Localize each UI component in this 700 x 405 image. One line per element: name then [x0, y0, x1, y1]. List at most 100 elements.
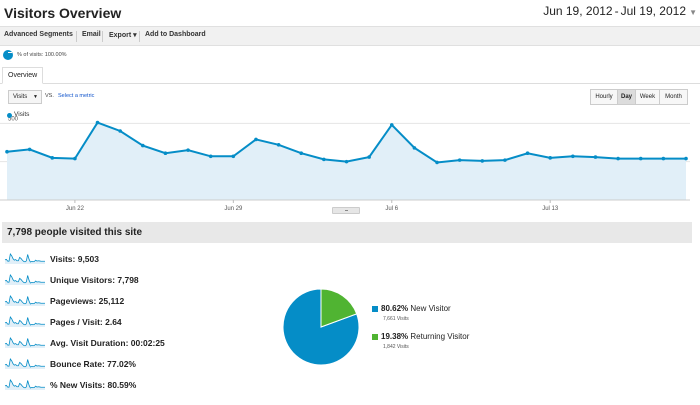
data-point[interactable] — [389, 123, 394, 127]
data-point[interactable] — [118, 129, 122, 133]
metric-label: Pages / Visit: 2.64 — [50, 317, 122, 327]
x-tick-label: Jul 13 — [542, 206, 559, 212]
data-point[interactable] — [684, 156, 688, 161]
metric-select-value: Visits — [13, 94, 28, 100]
day-button[interactable]: Day — [617, 89, 636, 105]
data-point[interactable] — [5, 149, 9, 154]
data-point[interactable] — [638, 156, 643, 161]
data-point[interactable] — [50, 156, 55, 160]
metric-label: Bounce Rate: 77.02% — [50, 359, 136, 369]
hourly-button[interactable]: Hourly — [590, 89, 618, 105]
pie-chart[interactable] — [282, 288, 360, 366]
sparkline[interactable] — [4, 378, 46, 390]
sparkline[interactable] — [4, 273, 46, 285]
advanced-segments-button[interactable]: Advanced Segments — [4, 31, 73, 38]
pie-slice[interactable] — [320, 288, 358, 328]
export-label: Export — [109, 32, 132, 39]
sparkline-fill — [5, 317, 45, 327]
data-point[interactable] — [73, 156, 77, 161]
chart-controls: Visits ▼ VS. Select a metric Hourly Day … — [0, 88, 700, 108]
sparkline[interactable] — [4, 252, 46, 264]
data-point[interactable] — [503, 158, 507, 162]
data-point[interactable] — [661, 156, 666, 161]
area-fill — [7, 122, 686, 200]
export-button[interactable]: Export ▾ — [109, 31, 137, 39]
sparkline-fill — [5, 338, 45, 348]
metric-select[interactable]: Visits ▼ — [8, 90, 42, 104]
data-point[interactable] — [141, 143, 145, 148]
x-tick-label: Jun 22 — [66, 206, 85, 212]
metric-label: Avg. Visit Duration: 00:02:25 — [50, 338, 165, 348]
chart-scroll-handle[interactable] — [332, 207, 360, 214]
toolbar-divider — [102, 31, 103, 42]
summary-headline: 7,798 people visited this site — [7, 227, 143, 238]
pie-legend-pct: 80.62% — [381, 304, 409, 313]
sparkline-fill — [5, 359, 45, 369]
tab-overview[interactable]: Overview — [2, 67, 44, 84]
sparkline[interactable] — [4, 357, 46, 369]
segment-label: % of visits: 100.00% — [17, 52, 67, 58]
date-end: Jul 19, 2012 — [620, 4, 686, 18]
week-button[interactable]: Week — [635, 89, 660, 105]
data-point[interactable] — [548, 156, 552, 160]
date-range-picker[interactable]: Jun 19, 2012- Jul 19, 2012 — [543, 4, 686, 18]
data-point[interactable] — [571, 154, 575, 159]
data-point[interactable] — [186, 148, 190, 152]
data-point[interactable] — [367, 155, 371, 159]
data-point[interactable] — [322, 157, 326, 162]
data-point[interactable] — [616, 156, 620, 161]
data-point[interactable] — [27, 147, 32, 152]
data-point[interactable] — [208, 154, 213, 159]
data-point[interactable] — [231, 154, 236, 159]
metric-row: % New Visits: 80.59% — [4, 378, 234, 392]
metric-label: Visits: 9,503 — [50, 254, 99, 264]
report-toolbar: Advanced Segments Email Export ▾ Add to … — [0, 26, 700, 46]
data-point[interactable] — [593, 155, 598, 159]
data-point[interactable] — [435, 160, 439, 165]
select-metric-link[interactable]: Select a metric — [58, 93, 95, 99]
data-point[interactable] — [276, 143, 281, 147]
legend-swatch — [372, 334, 378, 340]
data-point[interactable] — [95, 120, 100, 125]
sparkline[interactable] — [4, 315, 46, 327]
chevron-down-icon[interactable]: ▼ — [689, 8, 697, 17]
data-point[interactable] — [299, 151, 304, 156]
summary-bar: 7,798 people visited this site — [2, 222, 692, 243]
date-separator: - — [614, 4, 619, 18]
pie-legend-pct: 19.38% — [381, 332, 409, 341]
data-point[interactable] — [457, 158, 462, 162]
toolbar-divider — [76, 31, 77, 42]
sparkline-fill — [5, 296, 45, 306]
metric-row: Unique Visitors: 7,798 — [4, 273, 234, 287]
date-start: Jun 19, 2012 — [543, 4, 613, 18]
sparkline-fill — [5, 254, 45, 264]
pie-legend-visits: 1,842 Visits — [383, 344, 409, 350]
email-button[interactable]: Email — [82, 31, 101, 38]
metric-row: Pages / Visit: 2.64 — [4, 315, 234, 329]
sparkline[interactable] — [4, 336, 46, 348]
data-point[interactable] — [163, 151, 168, 156]
sparkline[interactable] — [4, 294, 46, 306]
title-bar: Visitors Overview Jun 19, 2012- Jul 19, 2… — [0, 0, 700, 26]
metric-label: Unique Visitors: 7,798 — [50, 275, 139, 285]
data-point[interactable] — [525, 151, 530, 156]
pie-legend-name: Returning Visitor — [410, 332, 470, 341]
y-tick-label: 500 — [8, 116, 19, 122]
legend-swatch — [372, 306, 378, 312]
sparkline-line — [4, 274, 45, 284]
data-point[interactable] — [480, 159, 485, 163]
legend-label: Visits — [14, 111, 30, 118]
sparkline-line — [4, 358, 45, 368]
add-to-dashboard-button[interactable]: Add to Dashboard — [145, 31, 206, 38]
data-point[interactable] — [344, 159, 349, 164]
toolbar-divider — [139, 31, 140, 42]
month-button[interactable]: Month — [659, 89, 688, 105]
sparkline-line — [4, 379, 45, 389]
data-point[interactable] — [412, 146, 417, 150]
x-tick-label: Jul 6 — [385, 206, 398, 212]
data-point[interactable] — [254, 137, 258, 142]
segment-indicator: % of visits: 100.00% — [0, 48, 200, 64]
metric-label: Pageviews: 25,112 — [50, 296, 125, 306]
